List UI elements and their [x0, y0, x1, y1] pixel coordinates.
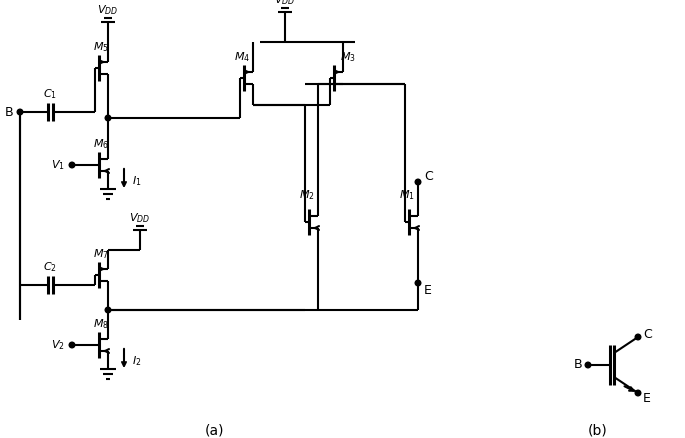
Circle shape: [69, 342, 75, 348]
Text: $M_7$: $M_7$: [93, 247, 109, 261]
Text: $V_1$: $V_1$: [51, 158, 65, 172]
Circle shape: [415, 179, 421, 185]
Text: $M_4$: $M_4$: [234, 50, 250, 64]
Text: $M_8$: $M_8$: [93, 317, 109, 331]
Text: (a): (a): [206, 423, 225, 437]
Text: C: C: [643, 328, 651, 340]
Text: $M_6$: $M_6$: [93, 137, 109, 151]
Text: $C_1$: $C_1$: [43, 87, 57, 101]
Text: E: E: [424, 285, 432, 297]
Circle shape: [635, 390, 640, 396]
Text: $M_3$: $M_3$: [340, 50, 356, 64]
Text: C: C: [424, 170, 433, 184]
Text: $V_{DD}$: $V_{DD}$: [129, 211, 151, 225]
Circle shape: [635, 334, 640, 340]
Text: B: B: [4, 106, 13, 119]
Circle shape: [17, 109, 23, 115]
Text: $V_{DD}$: $V_{DD}$: [275, 0, 296, 7]
Text: E: E: [643, 392, 651, 405]
Text: B: B: [573, 358, 582, 371]
Text: $I_1$: $I_1$: [132, 174, 142, 188]
Text: (b): (b): [588, 423, 608, 437]
Text: $V_2$: $V_2$: [51, 338, 65, 352]
Circle shape: [105, 307, 111, 313]
Text: $M_1$: $M_1$: [399, 188, 415, 202]
Text: $M_2$: $M_2$: [299, 188, 315, 202]
Circle shape: [69, 162, 75, 168]
Text: $V_{DD}$: $V_{DD}$: [97, 3, 119, 17]
Text: $I_2$: $I_2$: [132, 354, 141, 368]
Text: $M_5$: $M_5$: [93, 40, 109, 54]
Circle shape: [415, 280, 421, 286]
Circle shape: [105, 115, 111, 121]
Circle shape: [585, 362, 590, 368]
Text: $C_2$: $C_2$: [43, 260, 57, 274]
